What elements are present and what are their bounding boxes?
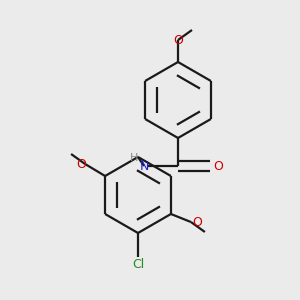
Text: H: H (130, 153, 138, 163)
Text: O: O (173, 34, 183, 46)
Text: Cl: Cl (132, 259, 144, 272)
Text: O: O (213, 160, 223, 172)
Text: O: O (192, 215, 202, 229)
Text: N: N (139, 160, 149, 172)
Text: O: O (76, 158, 86, 170)
